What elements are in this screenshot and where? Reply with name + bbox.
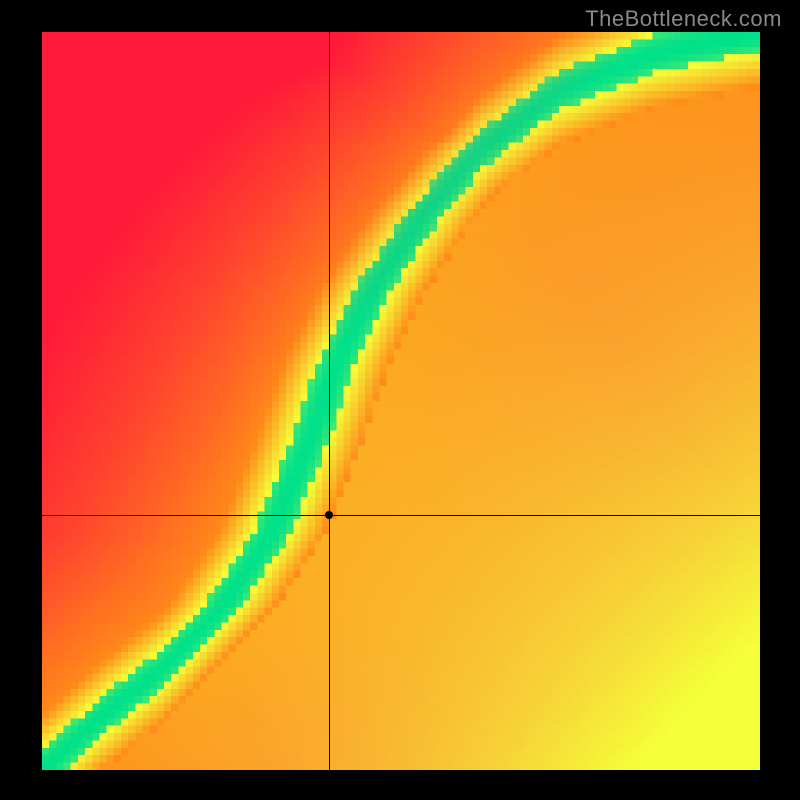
chart-container: TheBottleneck.com bbox=[0, 0, 800, 800]
bottleneck-heatmap bbox=[42, 32, 760, 770]
crosshair-horizontal bbox=[42, 515, 760, 516]
crosshair-vertical bbox=[329, 32, 330, 770]
watermark-text: TheBottleneck.com bbox=[585, 6, 782, 32]
